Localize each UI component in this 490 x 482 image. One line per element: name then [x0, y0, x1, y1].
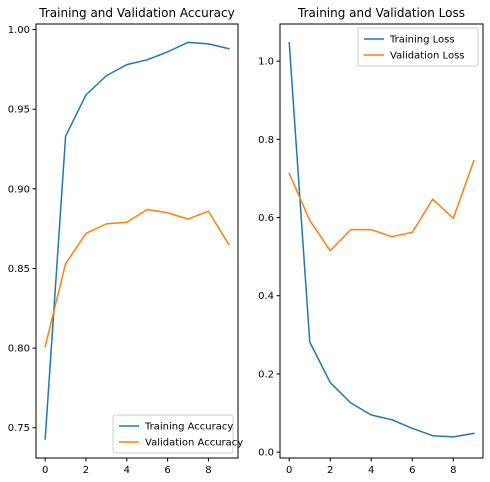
- loss-y-tick-label-3: 0.6: [258, 213, 274, 224]
- loss-y-tick-label-0: 0.0: [258, 448, 274, 459]
- loss-series-line-0: [288, 41, 475, 438]
- accuracy-axes-frame: [35, 23, 239, 459]
- loss-axes-frame: [279, 23, 484, 459]
- accuracy-x-tick-label-0: 0: [42, 465, 48, 476]
- accuracy-x-tick-label-3: 6: [164, 465, 170, 476]
- accuracy-series-line-1: [44, 208, 230, 348]
- accuracy-y-tick-label-1: 0.80: [8, 344, 30, 355]
- loss-x-tick-label-3: 6: [409, 465, 415, 476]
- loss-legend-label-0: Training Loss: [389, 35, 455, 46]
- accuracy-series-line-0: [44, 41, 230, 440]
- accuracy-legend-box: [112, 414, 234, 454]
- loss-x-tick-label-2: 4: [368, 465, 374, 476]
- accuracy-x-tick-label-4: 8: [205, 465, 211, 476]
- loss-y-tick-label-2: 0.4: [258, 291, 274, 302]
- loss-x-tick-label-4: 8: [450, 465, 456, 476]
- loss-x-tick-label-1: 2: [327, 465, 333, 476]
- loss-series-line-1: [288, 159, 475, 252]
- accuracy-x-tick-label-1: 2: [83, 465, 89, 476]
- accuracy-legend-label-0: Training Accuracy: [144, 422, 233, 433]
- accuracy-legend-label-1: Validation Accuracy: [145, 438, 243, 449]
- loss-y-tick-label-4: 0.8: [258, 135, 274, 146]
- loss-chart: 0 2 4 6 8 0.0 0.2 0.4 0.6 0.8 1.0 Training and Vali…: [258, 6, 484, 476]
- accuracy-x-tick-label-2: 4: [124, 465, 130, 476]
- accuracy-chart-title: Training and Validation Accuracy: [38, 6, 234, 20]
- accuracy-y-tick-label-3: 0.90: [8, 184, 30, 195]
- loss-legend-box: [357, 27, 479, 67]
- loss-legend: Training Loss Validation Loss: [357, 27, 479, 67]
- accuracy-chart: 0 2 4 6 8 0.75 0.80 0.85 0.90 0.95 1.00 Training an…: [8, 6, 244, 476]
- loss-y-tick-label-1: 0.2: [258, 369, 274, 380]
- loss-x-tick-label-0: 0: [286, 465, 292, 476]
- accuracy-y-tick-label-5: 1.00: [8, 25, 30, 36]
- loss-y-tick-label-5: 1.0: [258, 57, 274, 68]
- accuracy-y-tick-label-0: 0.75: [8, 423, 30, 434]
- accuracy-y-tick-label-4: 0.95: [8, 105, 30, 116]
- accuracy-y-tick-label-2: 0.85: [8, 264, 30, 275]
- loss-chart-title: Training and Validation Loss: [297, 6, 465, 20]
- loss-legend-label-1: Validation Loss: [390, 51, 465, 62]
- accuracy-legend: Training Accuracy Validation Accuracy: [112, 414, 243, 454]
